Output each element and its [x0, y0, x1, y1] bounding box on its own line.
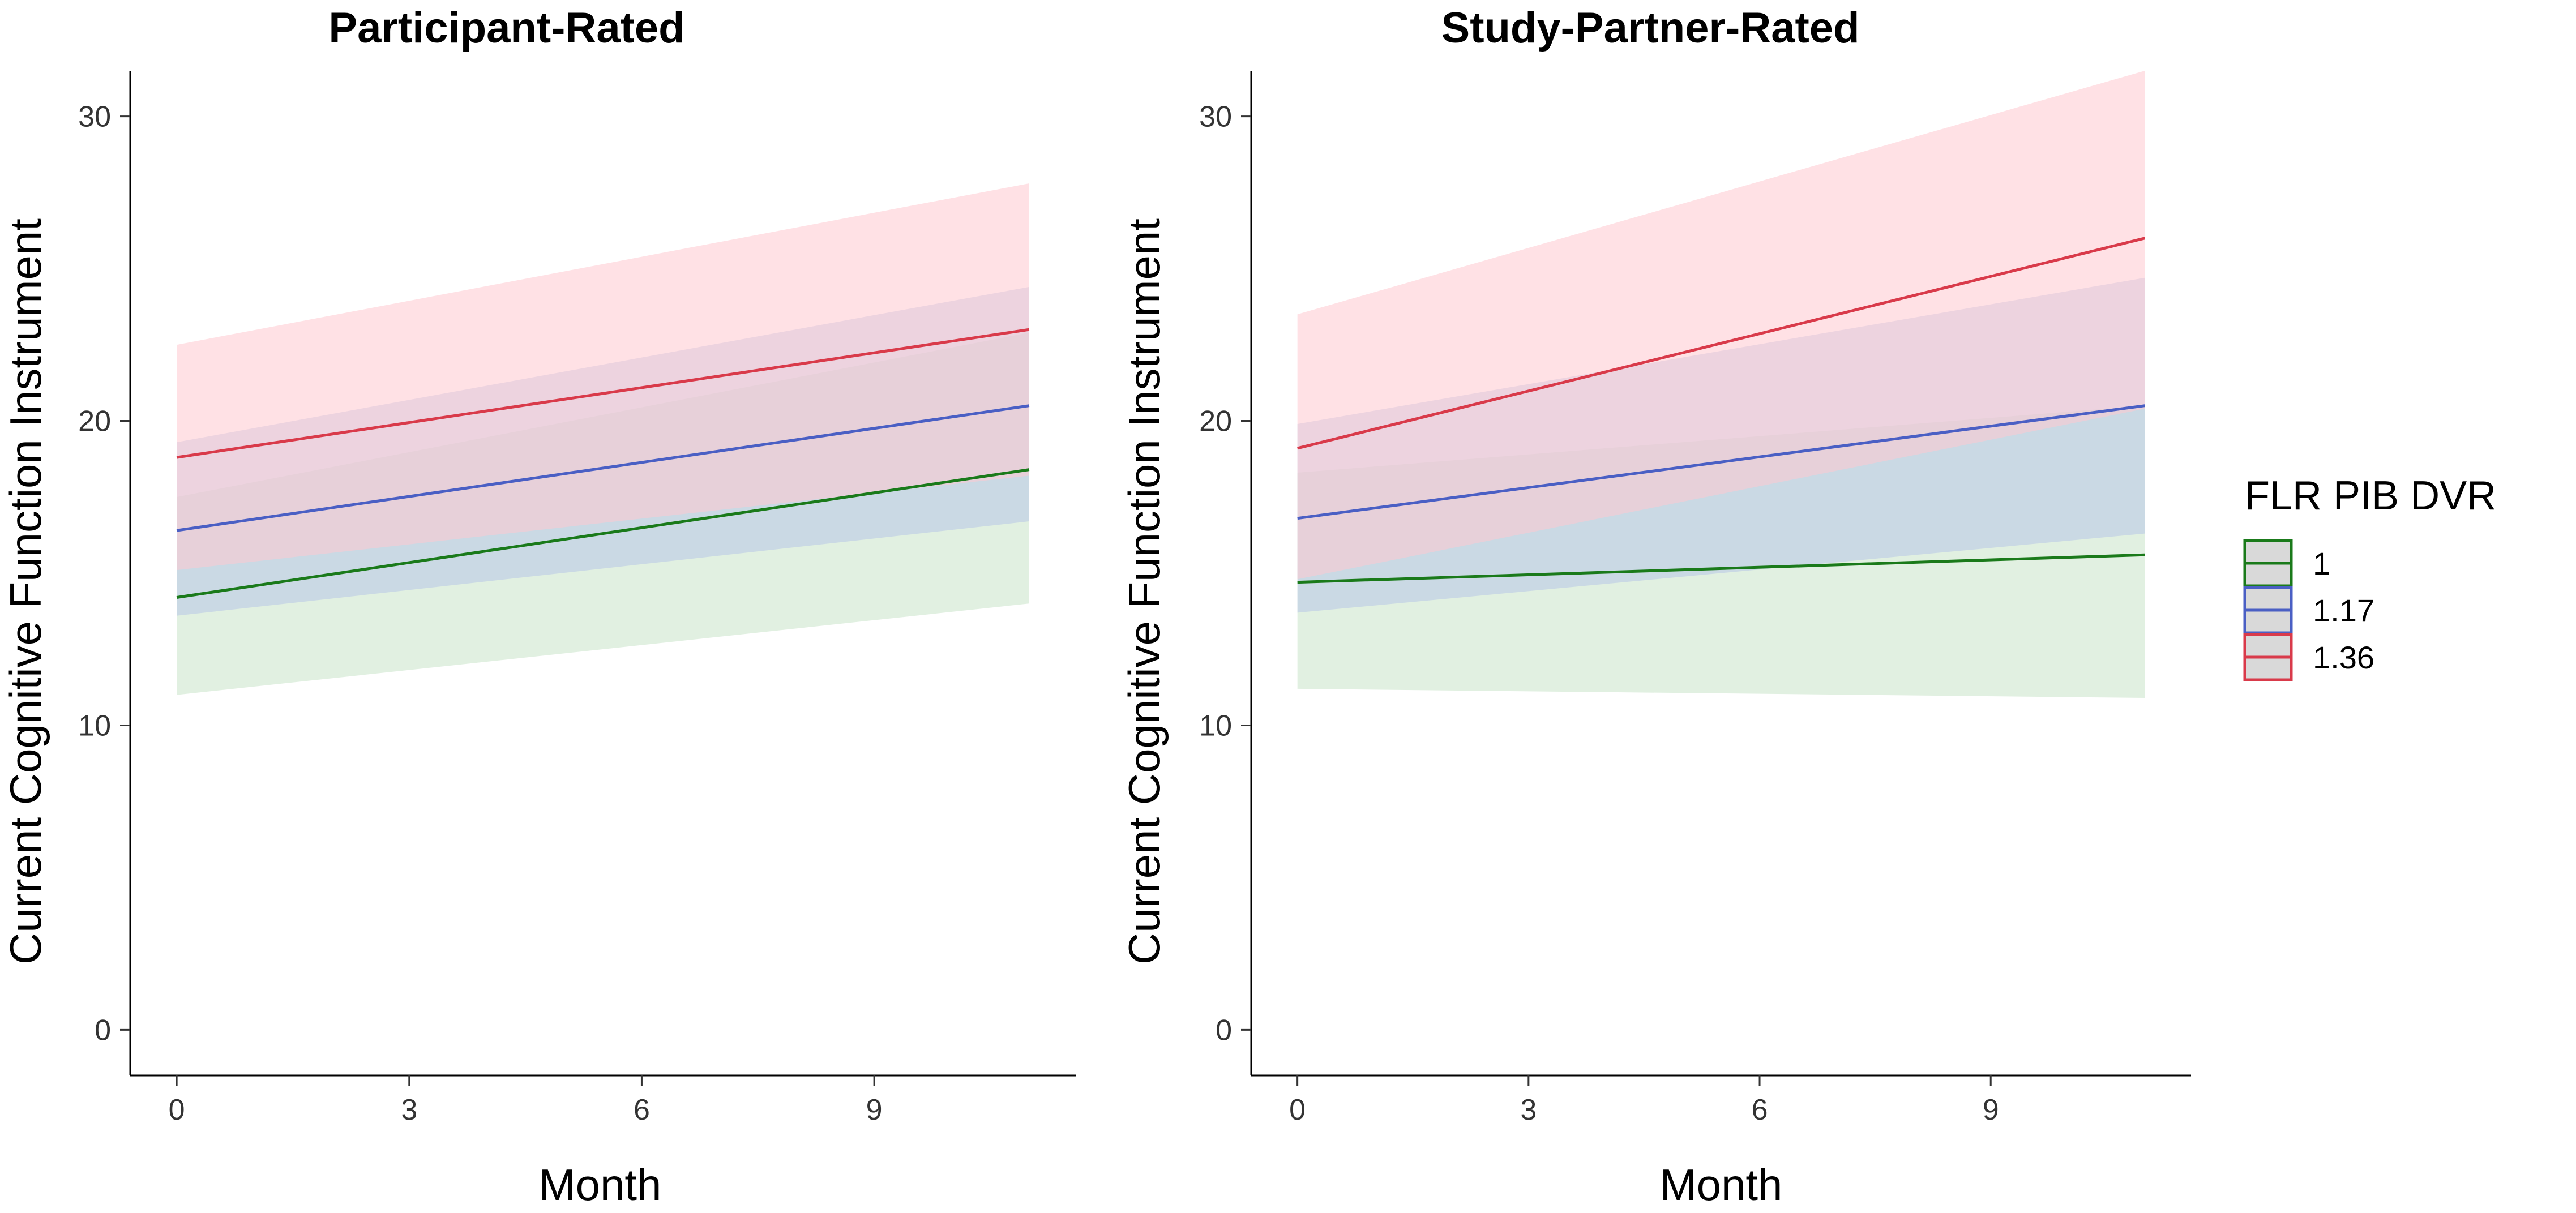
y-tick-label: 0	[1216, 1014, 1232, 1047]
panel-title: Study-Partner-Rated	[1441, 4, 1860, 52]
plot-area: 0 10 20 30 0 3 6 9	[78, 71, 1076, 1126]
panel-participant-rated: Participant-Rated Current Cognitive Func…	[1, 4, 1076, 1210]
legend-keys: 1 1.17 1.36	[2243, 539, 2374, 681]
ci-band-1-36	[1297, 71, 2145, 580]
plot-area: 0 10 20 30 0 3 6 9	[1199, 71, 2191, 1126]
x-tick-label: 3	[1520, 1094, 1537, 1126]
legend-title: FLR PIB DVR	[2245, 473, 2496, 518]
y-tick-label: 30	[1199, 101, 1232, 134]
x-tick-label: 9	[1983, 1094, 1999, 1126]
y-tick-label: 10	[78, 709, 111, 742]
series-line-1-36	[176, 328, 1030, 459]
x-tick-label: 6	[634, 1094, 650, 1126]
x-axis-title: Month	[1660, 1160, 1783, 1210]
y-tick-label: 0	[95, 1014, 111, 1047]
y-tick-label: 20	[78, 405, 111, 438]
y-axis-title: Current Cognitive Function Instrument	[1119, 218, 1169, 965]
legend-label: 1	[2313, 546, 2330, 581]
legend-label: 1.17	[2313, 593, 2374, 628]
panel-study-partner-rated: Study-Partner-Rated Current Cognitive Fu…	[1119, 4, 2191, 1210]
series-line-1-36	[1297, 237, 2145, 450]
y-tick-label: 20	[1199, 405, 1232, 438]
ci-band-1-36	[177, 183, 1029, 571]
x-tick-label: 9	[866, 1094, 883, 1126]
x-tick-label: 3	[401, 1094, 417, 1126]
legend-label: 1.36	[2313, 640, 2374, 675]
panel-title: Participant-Rated	[328, 4, 684, 52]
legend: FLR PIB DVR 1 1.17 1.36	[2243, 473, 2496, 681]
y-axis-title: Current Cognitive Function Instrument	[1, 218, 50, 965]
series-line-1-17	[176, 404, 1030, 532]
series-line-1	[176, 468, 1030, 599]
series-line-1	[1297, 553, 2145, 584]
x-tick-label: 6	[1752, 1094, 1768, 1126]
series-line-1-17	[1297, 404, 2145, 520]
x-axis-title: Month	[539, 1160, 662, 1210]
x-tick-label: 0	[169, 1094, 185, 1126]
y-tick-label: 10	[1199, 709, 1232, 742]
x-tick-label: 0	[1289, 1094, 1306, 1126]
y-tick-label: 30	[78, 101, 111, 134]
